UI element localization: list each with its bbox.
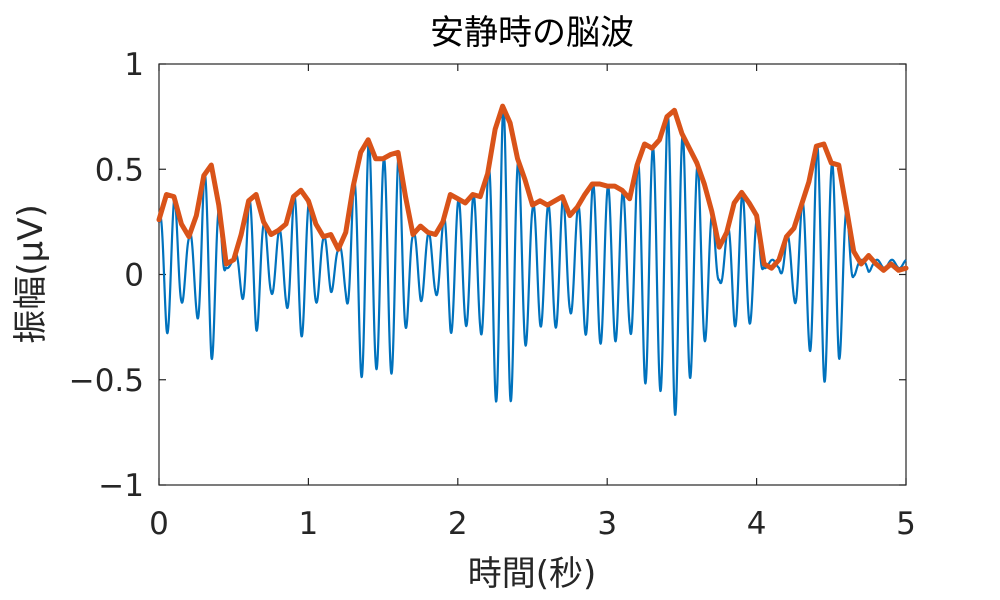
x-axis-label: 時間(秒) bbox=[468, 554, 597, 594]
plot-area bbox=[158, 63, 907, 486]
x-tick-label: 4 bbox=[747, 506, 767, 542]
x-tick-label: 0 bbox=[149, 506, 169, 542]
series-layer bbox=[156, 103, 909, 416]
x-tick-label: 2 bbox=[448, 506, 468, 542]
y-tick-label: 0 bbox=[124, 258, 144, 294]
axis-ticks bbox=[158, 63, 907, 486]
y-tick-label: −0.5 bbox=[69, 363, 144, 399]
x-tick-label: 5 bbox=[896, 506, 916, 542]
chart-title: 安静時の脳波 bbox=[430, 13, 634, 53]
series-line-envelope bbox=[156, 103, 909, 273]
y-tick-label: −1 bbox=[98, 468, 144, 504]
x-tick-label: 3 bbox=[597, 506, 617, 542]
series-line-eeg-signal bbox=[157, 107, 907, 416]
y-tick-label: 0.5 bbox=[95, 152, 144, 188]
y-tick-label: 1 bbox=[124, 47, 144, 83]
x-tick-label: 1 bbox=[299, 506, 319, 542]
y-axis-label: 振幅(μV) bbox=[11, 204, 51, 343]
tick-labels: 0 1 2 3 4 5 −1 −0.5 0 0.5 1 bbox=[69, 47, 916, 542]
